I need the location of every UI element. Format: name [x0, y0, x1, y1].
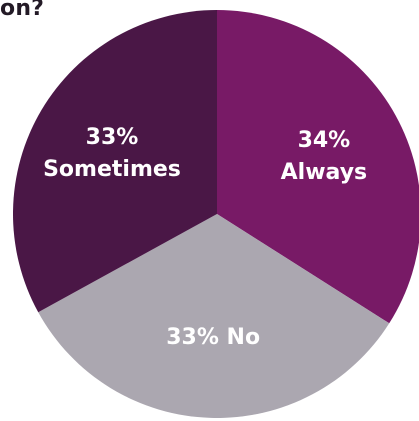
pie-label-always: 34% Always [281, 128, 368, 185]
pie-slice-no [38, 214, 390, 418]
pie-slice-always [217, 10, 419, 324]
chart-title: on? [0, 0, 45, 21]
pie-labels: 34% Always 33% No 33% Sometimes [43, 125, 367, 350]
pie-label-line: Always [281, 160, 368, 185]
pie-slice-sometimes [13, 10, 218, 313]
pie-label-line: 33% [86, 125, 139, 150]
pie-label-line: Sometimes [43, 157, 181, 182]
pie-label-line: 33% No [166, 325, 260, 350]
pie-label-line: 34% [298, 128, 351, 153]
pie-label-sometimes: 33% Sometimes [43, 125, 181, 182]
pie-label-no: 33% No [166, 325, 260, 350]
pie-slices [13, 10, 419, 418]
